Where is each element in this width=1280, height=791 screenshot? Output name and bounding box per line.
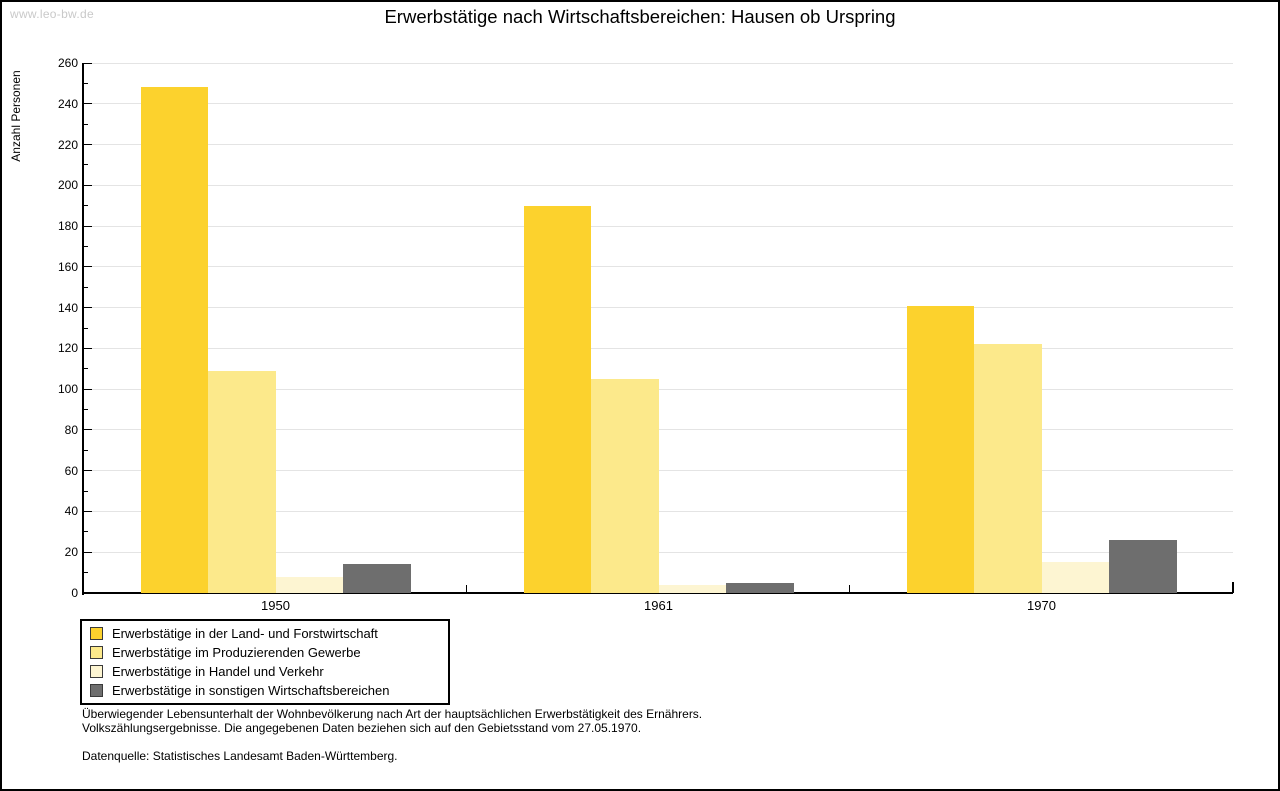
plot-area: 0 20 40 60 80 100 120 140 160 180 200 220 240 260 1950…: [2, 2, 1278, 622]
bar-1961-series-2: [591, 378, 659, 593]
x-category-label: 1950: [261, 598, 290, 613]
y-minor-tick: [84, 205, 88, 207]
gridline: [84, 266, 1233, 268]
y-major-tick: [84, 103, 92, 105]
y-tick-label: 60: [64, 463, 78, 478]
bar-1950-series-2: [208, 370, 276, 593]
y-major-tick: [84, 144, 92, 146]
bar-1970-series-3: [1041, 562, 1109, 593]
y-major-tick: [84, 510, 92, 512]
legend-label: Erwerbstätige in der Land- und Forstwirt…: [112, 626, 378, 641]
legend-swatch-series-2: [90, 646, 103, 659]
y-minor-tick: [84, 82, 88, 84]
y-tick-label: 20: [64, 545, 78, 560]
legend-item: Erwerbstätige im Produzierenden Gewerbe: [90, 643, 440, 662]
gridline: [84, 144, 1233, 146]
y-tick-label: 0: [71, 586, 78, 600]
gridline: [84, 62, 1233, 64]
gridline: [84, 184, 1233, 186]
legend-swatch-series-4: [90, 684, 103, 697]
legend-item: Erwerbstätige in der Land- und Forstwirt…: [90, 624, 440, 643]
x-group-tick: [1232, 582, 1234, 593]
y-minor-tick: [84, 449, 88, 451]
y-minor-tick: [84, 286, 88, 288]
legend-item: Erwerbstätige in sonstigen Wirtschaftsbe…: [90, 681, 440, 700]
gridline: [84, 510, 1233, 512]
bar-1950-series-4: [343, 564, 411, 593]
y-major-tick: [84, 62, 92, 64]
y-tick-label: 180: [57, 219, 78, 234]
x-group-tick: [849, 585, 850, 593]
x-category-label: 1970: [1027, 598, 1056, 613]
x-category-label: 1961: [644, 598, 673, 613]
bar-1950-series-3: [275, 576, 343, 593]
y-axis-line: [82, 63, 84, 595]
bar-1970-series-1: [906, 305, 974, 593]
gridline: [84, 470, 1233, 472]
footnote-source: Datenquelle: Statistisches Landesamt Bad…: [82, 749, 398, 763]
y-major-tick: [84, 388, 92, 390]
y-minor-tick: [84, 409, 88, 411]
gridline: [84, 429, 1233, 431]
x-axis-line: [82, 592, 1233, 594]
gridline: [84, 551, 1233, 553]
legend-item: Erwerbstätige in Handel und Verkehr: [90, 662, 440, 681]
bar-1961-series-3: [658, 584, 726, 593]
footnotes: Überwiegender Lebensunterhalt der Wohnbe…: [82, 707, 702, 763]
y-tick-label: 100: [57, 382, 78, 397]
y-minor-tick: [84, 123, 88, 125]
y-tick-label: 40: [64, 504, 78, 519]
bar-1961-series-4: [726, 582, 794, 593]
y-tick-label: 260: [57, 56, 78, 70]
footnote-line-1: Überwiegender Lebensunterhalt der Wohnbe…: [82, 707, 703, 721]
legend-label: Erwerbstätige im Produzierenden Gewerbe: [112, 645, 361, 660]
bar-1970-series-2: [974, 344, 1042, 593]
footnote-line-2: Volkszählungsergebnisse. Die angegebenen…: [82, 721, 642, 735]
y-tick-label: 200: [57, 178, 78, 193]
y-minor-tick: [84, 245, 88, 247]
y-major-tick: [84, 551, 92, 553]
y-major-tick: [84, 225, 92, 227]
gridline: [84, 103, 1233, 105]
legend-swatch-series-3: [90, 665, 103, 678]
y-major-tick: [84, 347, 92, 349]
y-major-tick: [84, 429, 92, 431]
y-tick-label: 80: [64, 422, 78, 437]
legend-label: Erwerbstätige in Handel und Verkehr: [112, 664, 324, 679]
y-major-tick: [84, 266, 92, 268]
y-minor-tick: [84, 531, 88, 533]
gridline: [84, 307, 1233, 309]
y-minor-tick: [84, 164, 88, 166]
legend-swatch-series-1: [90, 627, 103, 640]
y-tick-label: 220: [57, 137, 78, 152]
y-tick-label: 120: [57, 341, 78, 356]
y-major-tick: [84, 307, 92, 309]
watermark: www.leo-bw.de: [10, 7, 94, 21]
y-minor-tick: [84, 368, 88, 370]
legend: Erwerbstätige in der Land- und Forstwirt…: [80, 619, 450, 705]
y-tick-label: 140: [57, 300, 78, 315]
y-tick-label: 240: [57, 96, 78, 111]
y-major-tick: [84, 184, 92, 186]
y-major-tick: [84, 470, 92, 472]
y-minor-tick: [84, 490, 88, 492]
y-tick-label: 160: [57, 259, 78, 274]
gridline: [84, 225, 1233, 227]
x-group-tick: [466, 585, 467, 593]
bar-1970-series-4: [1109, 540, 1177, 593]
bar-1950-series-1: [140, 87, 208, 593]
chart-title: Erwerbstätige nach Wirtschaftsbereichen:…: [384, 6, 896, 27]
legend-label: Erwerbstätige in sonstigen Wirtschaftsbe…: [112, 683, 390, 698]
gridline: [84, 388, 1233, 390]
bar-1961-series-1: [523, 205, 591, 593]
y-minor-tick: [84, 327, 88, 329]
gridline: [84, 347, 1233, 349]
y-minor-tick: [84, 572, 88, 574]
